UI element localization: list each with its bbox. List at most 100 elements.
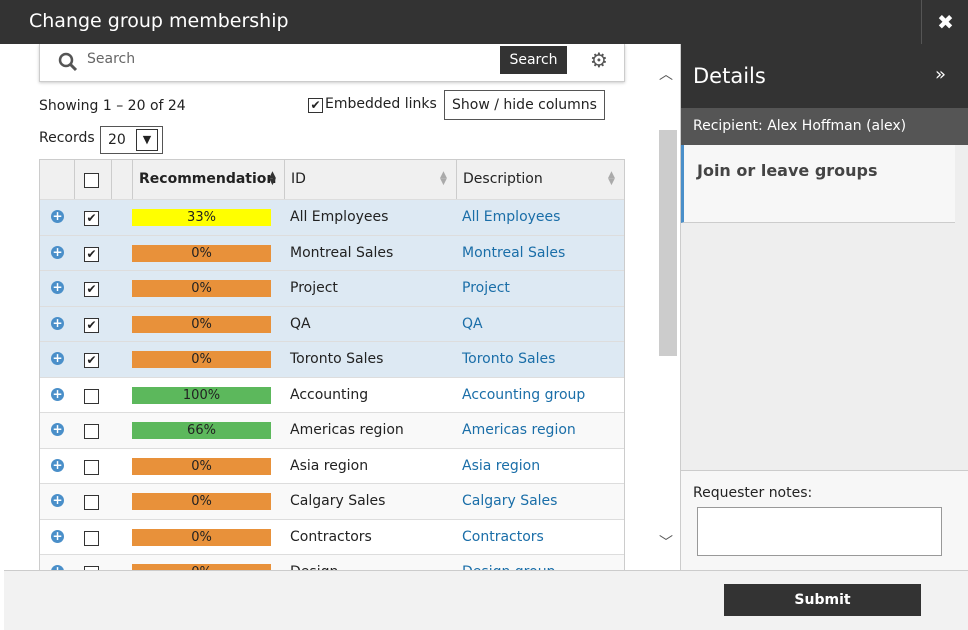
expand-icon[interactable]: + bbox=[51, 528, 64, 543]
recommendation-bar: 0% bbox=[132, 493, 271, 510]
records-select[interactable]: 20 ▼ bbox=[100, 126, 163, 154]
description-link[interactable]: QA bbox=[462, 315, 483, 332]
description-link[interactable]: Montreal Sales bbox=[462, 244, 566, 261]
table-row: +0% Design Design group bbox=[40, 554, 624, 570]
expand-icon[interactable]: + bbox=[51, 422, 64, 436]
title-bar: Change group membership ✖ bbox=[0, 0, 968, 44]
table-row: +0% Contractors Contractors bbox=[40, 518, 624, 555]
table-row: +100% Accounting Accounting group bbox=[40, 376, 624, 413]
main-pane: Search Search ⚙ Showing 1 – 20 of 24 ✔ E… bbox=[4, 44, 680, 570]
table-header: Recommendation ▲ ▼ ID ▲ ▼ Description ▲ ▼ bbox=[40, 159, 624, 199]
expand-icon[interactable]: + bbox=[51, 244, 64, 259]
table-row: +66% Americas region Americas region bbox=[40, 412, 624, 448]
collapse-button[interactable]: » bbox=[935, 64, 947, 85]
recommendation-bar: 0% bbox=[132, 315, 271, 333]
expand-icon[interactable]: + bbox=[51, 457, 64, 472]
recommendation-bar: 0% bbox=[132, 528, 271, 546]
row-checkbox[interactable] bbox=[84, 530, 99, 546]
select-all-checkbox[interactable] bbox=[84, 173, 99, 188]
group-id: QA bbox=[290, 315, 311, 332]
details-title: Details bbox=[693, 64, 766, 88]
scroll-up[interactable]: ︿ bbox=[659, 67, 673, 83]
group-table: Recommendation ▲ ▼ ID ▲ ▼ Description ▲ ▼ + ✔ 33% A… bbox=[39, 159, 625, 570]
description-link[interactable]: Design group bbox=[462, 555, 555, 570]
table-row: + ✔ 0% Montreal Sales Montreal Sales bbox=[40, 234, 624, 271]
group-id: Accounting bbox=[290, 386, 369, 403]
description-link[interactable]: Contractors bbox=[462, 528, 544, 545]
row-checkbox[interactable] bbox=[84, 495, 99, 510]
group-id: Toronto Sales bbox=[290, 351, 384, 367]
settings-icon[interactable]: ⚙ bbox=[590, 48, 608, 72]
row-checkbox[interactable] bbox=[84, 459, 99, 475]
records-value: 20 bbox=[108, 132, 126, 148]
row-checkbox[interactable]: ✔ bbox=[84, 282, 99, 297]
description-link[interactable]: Project bbox=[462, 280, 510, 296]
group-id: Asia region bbox=[290, 457, 369, 474]
records-label: Records bbox=[39, 130, 95, 146]
notes-input[interactable] bbox=[697, 507, 942, 556]
row-checkbox[interactable]: ✔ bbox=[84, 211, 99, 226]
submit-button[interactable]: Submit bbox=[724, 584, 921, 616]
dropdown-arrow: ▼ bbox=[136, 129, 158, 151]
recommendation-bar: 0% bbox=[132, 280, 271, 297]
scrollbar-thumb[interactable] bbox=[659, 130, 677, 356]
expand-icon[interactable]: + bbox=[51, 493, 64, 507]
group-id: Contractors bbox=[290, 528, 372, 545]
recommendation-bar: 33% bbox=[132, 209, 271, 226]
recommendation-bar: 0% bbox=[132, 457, 271, 475]
group-id: Project bbox=[290, 280, 338, 296]
expand-icon[interactable]: + bbox=[51, 565, 64, 570]
group-id: Americas region bbox=[290, 422, 404, 438]
row-checkbox[interactable] bbox=[84, 388, 99, 404]
expand-icon[interactable]: + bbox=[51, 280, 64, 294]
dialog-title: Change group membership bbox=[29, 10, 289, 32]
recommendation-bar: 100% bbox=[132, 386, 271, 404]
column-header[interactable]: ID bbox=[284, 160, 456, 199]
column-header[interactable]: Recommendation bbox=[132, 160, 285, 199]
expand-icon[interactable]: + bbox=[51, 351, 64, 365]
row-checkbox[interactable] bbox=[84, 424, 99, 439]
description-link[interactable]: Accounting group bbox=[462, 386, 586, 403]
recommendation-bar: 66% bbox=[132, 422, 271, 439]
recipient: Recipient: Alex Hoffman (alex) bbox=[681, 108, 968, 145]
notes-label: Requester notes: bbox=[693, 485, 813, 501]
recommendation-bar: 0% bbox=[132, 564, 271, 570]
table-row: +0% Asia region Asia region bbox=[40, 447, 624, 484]
description-link[interactable]: Toronto Sales bbox=[462, 351, 556, 367]
footer: Submit bbox=[4, 570, 968, 630]
row-checkbox[interactable]: ✔ bbox=[84, 317, 99, 333]
sort-icon: ▲ ▼ bbox=[440, 170, 447, 187]
column-divider bbox=[74, 160, 75, 199]
search-button[interactable]: Search bbox=[500, 46, 567, 74]
description-link[interactable]: Calgary Sales bbox=[462, 493, 558, 509]
details-pane: Details » Recipient: Alex Hoffman (alex)… bbox=[680, 44, 968, 571]
row-checkbox[interactable] bbox=[84, 566, 99, 570]
embedded-links-checkbox[interactable]: ✔ bbox=[308, 98, 323, 113]
notes-area: Requester notes: bbox=[681, 470, 968, 571]
details-header: Details » bbox=[681, 44, 968, 108]
search-icon bbox=[58, 52, 78, 72]
recommendation-bar: 0% bbox=[132, 351, 271, 368]
close-button[interactable]: ✖ bbox=[921, 0, 968, 44]
show-hide-button[interactable]: Show / hide columns bbox=[444, 90, 605, 120]
expand-icon[interactable]: + bbox=[51, 386, 64, 401]
sort-icon: ▲ ▼ bbox=[608, 170, 615, 187]
recommendation-bar: 0% bbox=[132, 244, 271, 262]
expand-icon[interactable]: + bbox=[51, 315, 64, 330]
search-box: Search Search ⚙ bbox=[39, 44, 625, 82]
search-input[interactable]: Search bbox=[87, 51, 136, 67]
group-id: Calgary Sales bbox=[290, 493, 386, 509]
expand-icon[interactable]: + bbox=[51, 209, 64, 223]
section-title: Join or leave groups bbox=[697, 161, 878, 180]
description-link[interactable]: Asia region bbox=[462, 457, 541, 474]
summary: Showing 1 – 20 of 24 bbox=[39, 98, 186, 114]
description-link[interactable]: All Employees bbox=[462, 209, 561, 225]
table-row: + ✔ 0% QA QA bbox=[40, 305, 624, 342]
column-divider bbox=[111, 160, 112, 199]
column-header[interactable]: Description bbox=[456, 160, 624, 199]
row-checkbox[interactable]: ✔ bbox=[84, 246, 99, 262]
row-checkbox[interactable]: ✔ bbox=[84, 353, 99, 368]
description-link[interactable]: Americas region bbox=[462, 422, 576, 438]
scroll-down[interactable]: ﹀ bbox=[659, 535, 673, 551]
group-id: All Employees bbox=[290, 209, 389, 225]
